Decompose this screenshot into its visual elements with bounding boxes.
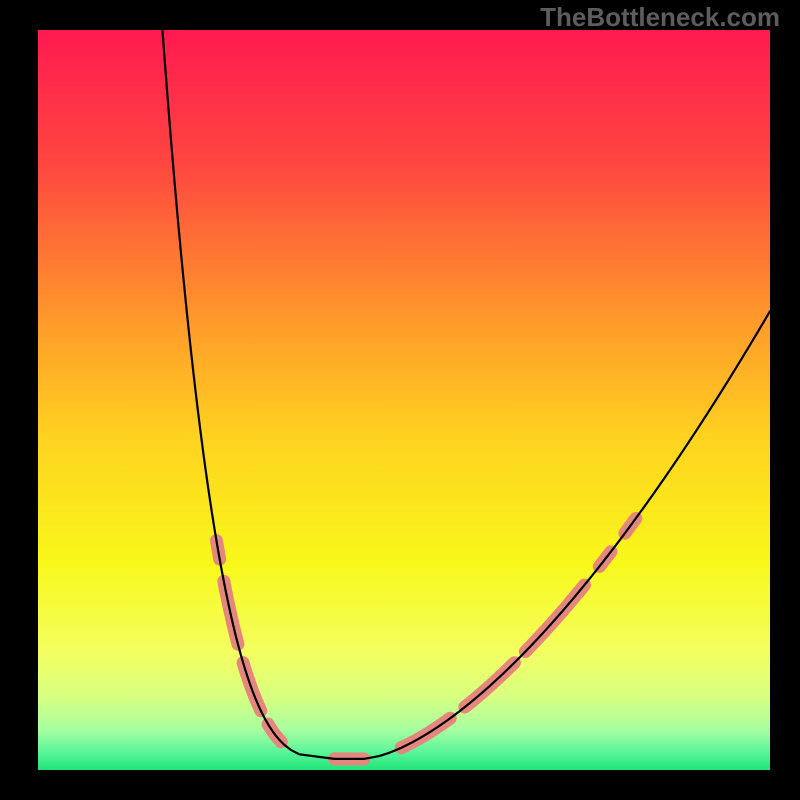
bottleneck-curve-chart	[0, 0, 800, 800]
chart-frame: TheBottleneck.com	[0, 0, 800, 800]
gradient-background	[38, 30, 770, 770]
watermark-text: TheBottleneck.com	[540, 2, 780, 33]
